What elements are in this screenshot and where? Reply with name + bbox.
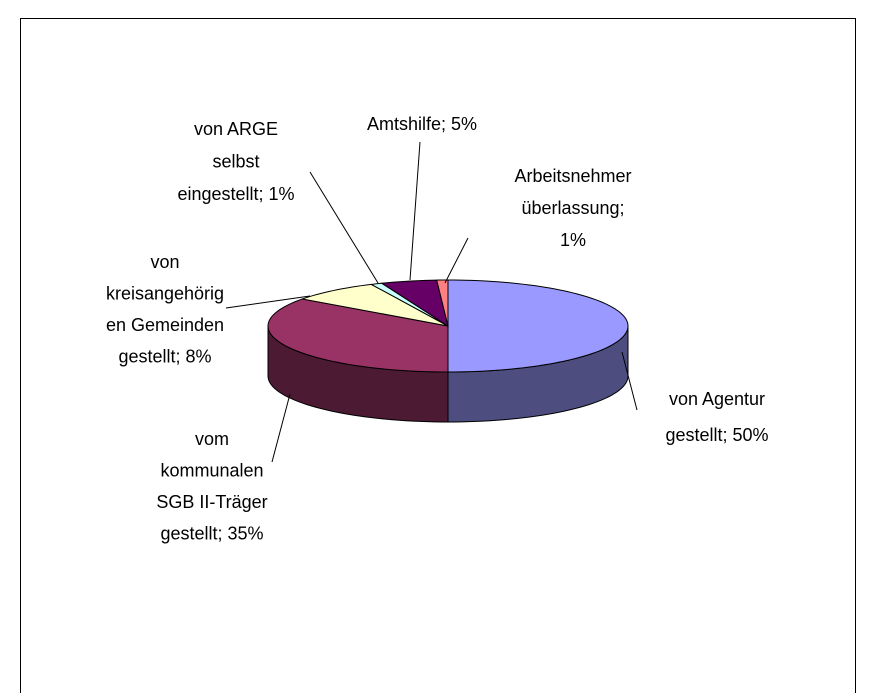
data-label: vom [195,429,229,449]
data-label: von ARGE [194,119,278,139]
data-label: gestellt; 50% [665,425,768,445]
data-label: Arbeitsnehmer [514,166,631,186]
data-label: von [150,252,179,272]
slice [267,298,449,373]
data-label: überlassung; [521,198,624,218]
leader-line [409,141,421,281]
slice [380,279,449,328]
leader-line [444,237,469,284]
slice [300,283,449,327]
data-label: selbst [212,151,259,171]
data-label: gestellt; 8% [118,346,211,366]
leader-line [225,295,311,309]
data-label: Amtshilfe; 5% [367,114,477,134]
data-label: gestellt; 35% [160,523,263,543]
data-label: kommunalen [160,460,263,480]
slice [436,279,449,327]
leader-line [271,393,291,463]
slice [447,279,629,373]
data-label: SGB II-Träger [156,492,267,512]
leader-line [621,351,638,411]
data-label: eingestellt; 1% [177,184,294,204]
data-label: kreisangehörig [106,283,224,303]
leader-line [309,171,379,284]
data-label: von Agentur [669,389,765,409]
data-label: 1% [560,230,586,250]
data-label: en Gemeinden [106,315,224,335]
